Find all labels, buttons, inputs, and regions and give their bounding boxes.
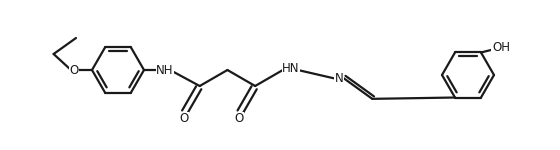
Text: O: O [179,112,188,125]
Text: OH: OH [492,41,510,54]
Text: NH: NH [156,63,174,76]
Text: N: N [334,72,343,85]
Text: O: O [69,63,78,76]
Text: HN: HN [282,61,300,75]
Text: O: O [235,112,244,125]
